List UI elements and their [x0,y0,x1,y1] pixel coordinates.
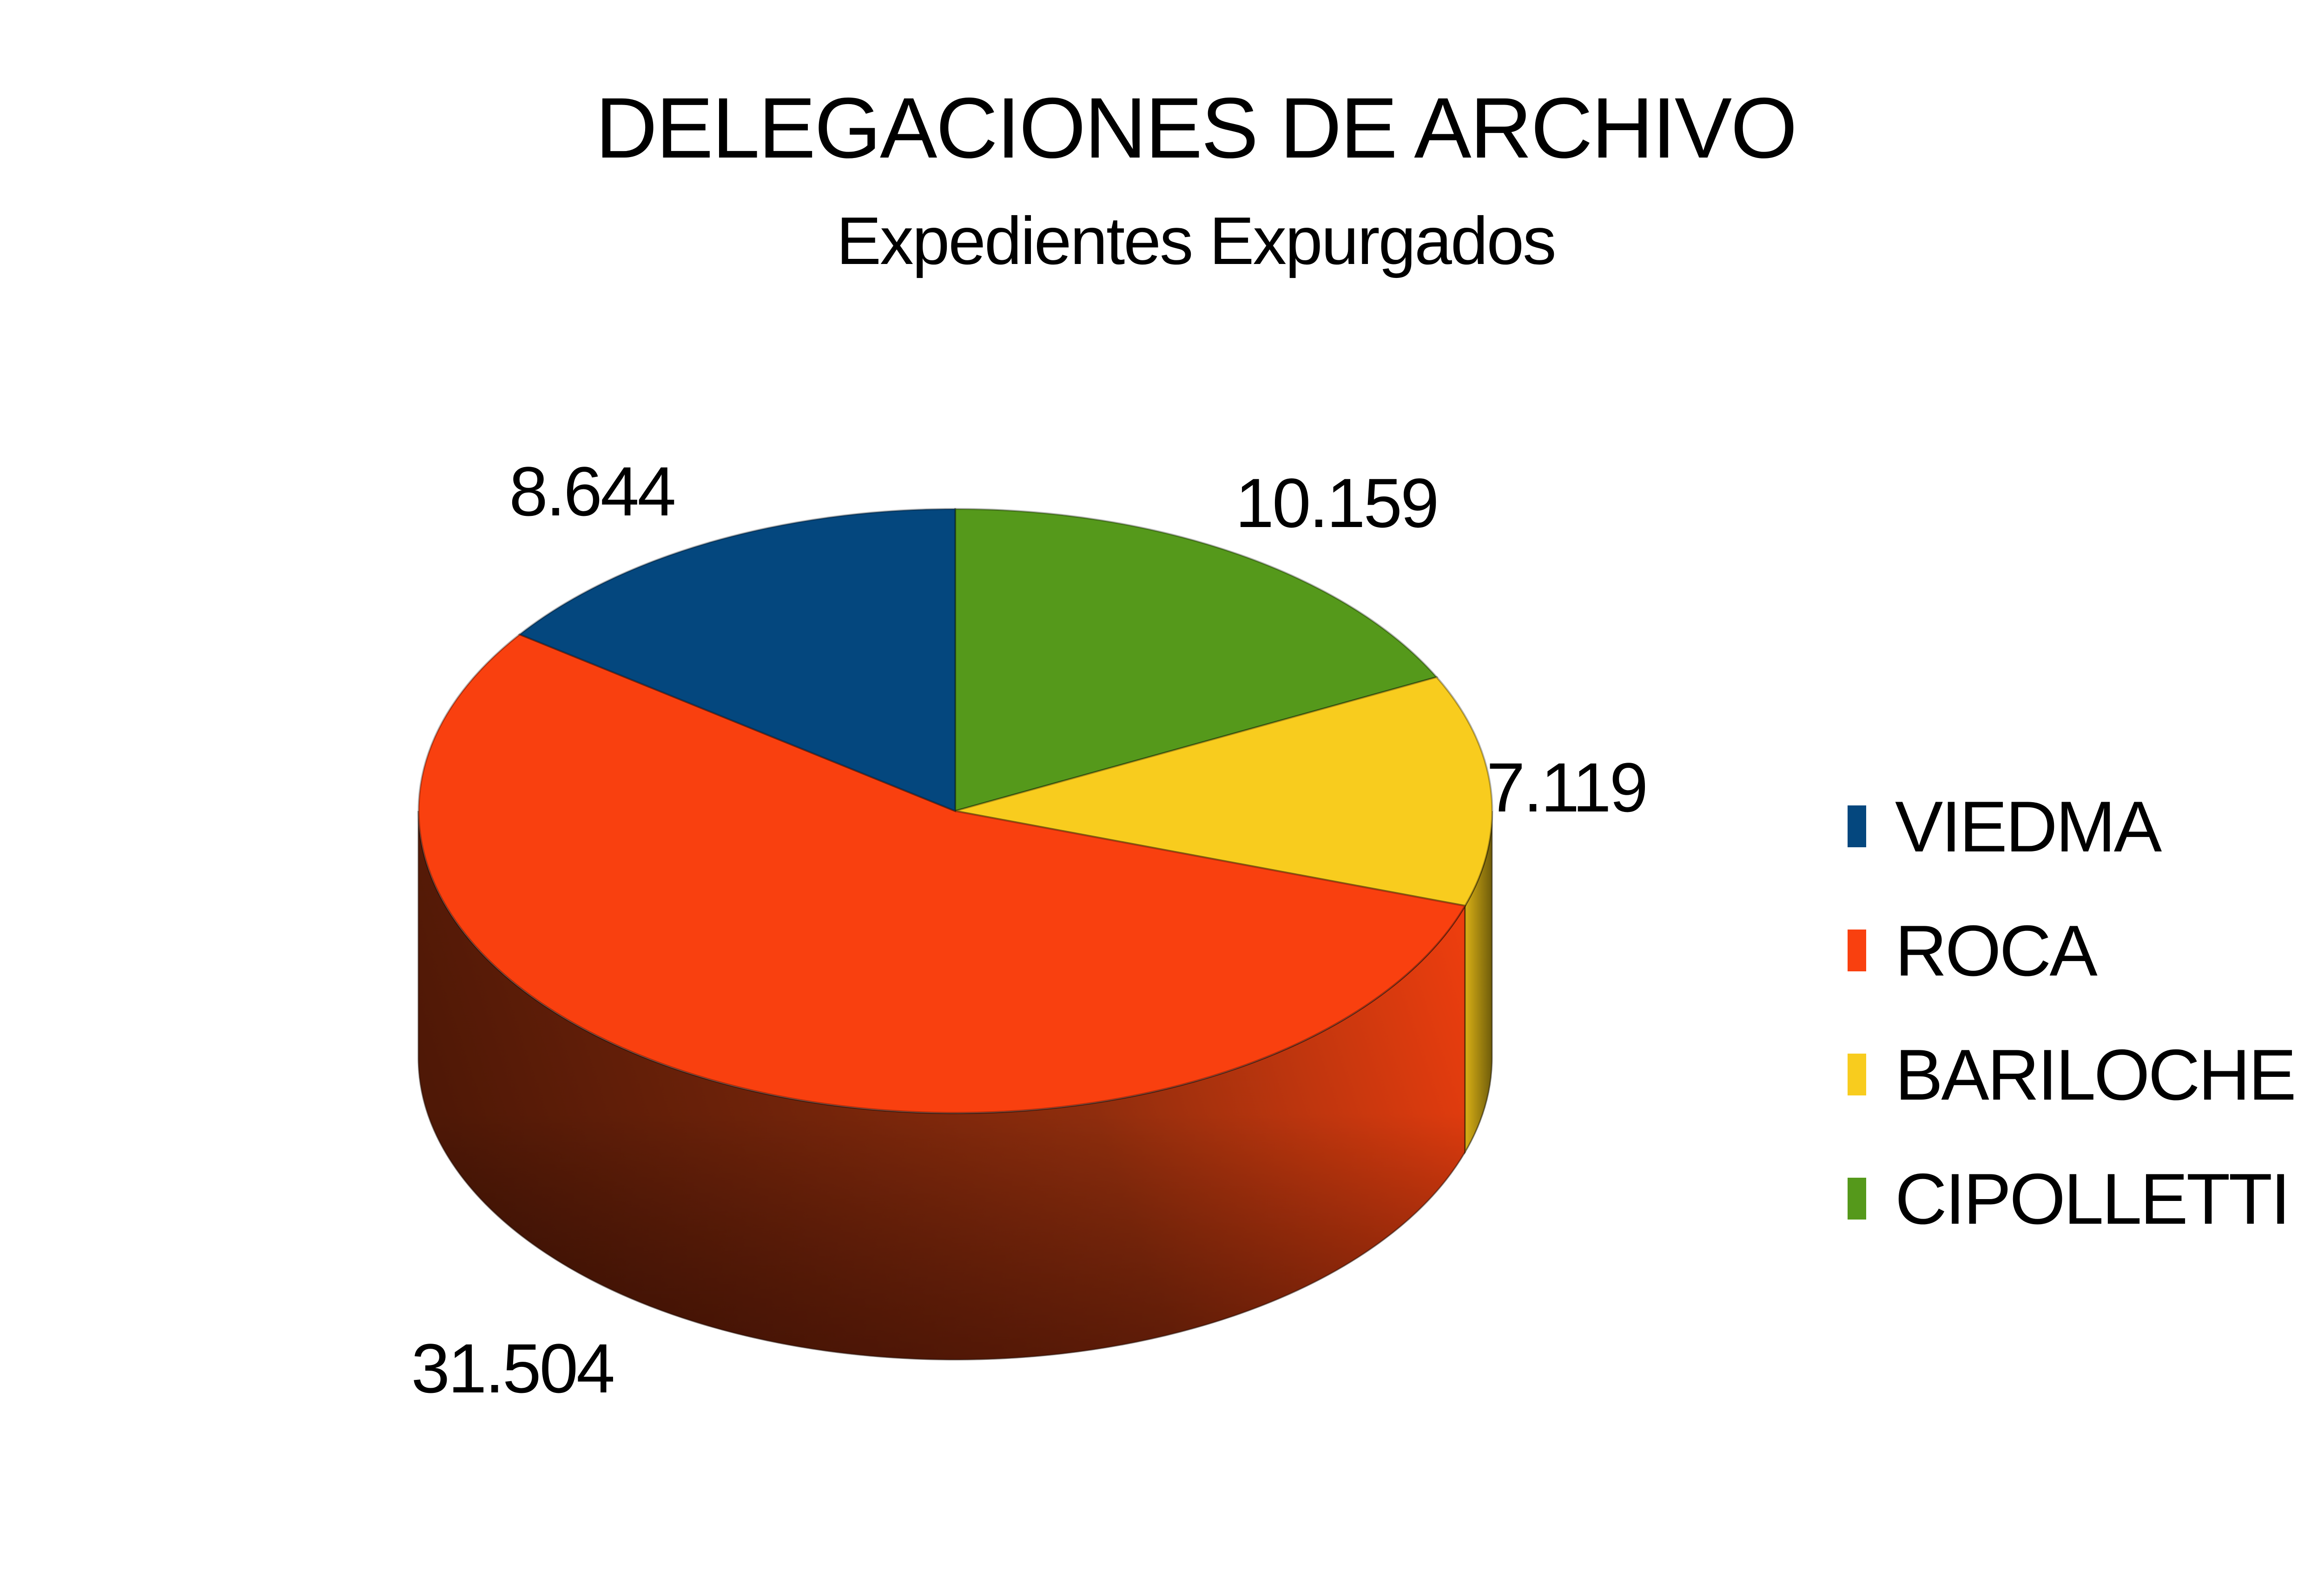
legend-item-cipolletti: CIPOLLETTI [1848,1162,2295,1235]
value-label-cipolletti: 10.159 [1235,464,1439,542]
value-label-roca: 31.504 [411,1329,615,1407]
chart-legend: VIEDMA ROCA BARILOCHE CIPOLLETTI [1848,790,2297,1286]
legend-label-cipolletti: CIPOLLETTI [1895,1158,2291,1239]
legend-swatch-cipolletti [1848,1178,1866,1220]
legend-swatch-bariloche [1848,1054,1866,1095]
legend-item-roca: ROCA [1848,914,2295,987]
pie-slice-viedma [518,508,956,812]
chart-title: DELEGACIONES DE ARCHIVO [595,80,1797,176]
legend-label-viedma: VIEDMA [1895,786,2162,867]
legend-item-viedma: VIEDMA [1848,790,2295,863]
value-label-bariloche: 7.119 [1486,748,1648,826]
legend-label-roca: ROCA [1895,910,2098,991]
pie-wall-roca-shade [418,811,1465,1360]
legend-item-bariloche: BARILOCHE [1848,1034,2297,1115]
pie-slice-bariloche [955,676,1493,907]
pie-slice-cipolletti [954,508,1439,812]
pie-slice-roca [417,633,1467,1114]
legend-swatch-viedma [1848,805,1866,847]
legend-swatch-roca [1848,930,1866,971]
value-label-viedma: 8.644 [509,452,676,530]
chart-subtitle: Expedientes Expurgados [836,203,1556,278]
legend-label-bariloche: BARILOCHE [1895,1034,2297,1115]
